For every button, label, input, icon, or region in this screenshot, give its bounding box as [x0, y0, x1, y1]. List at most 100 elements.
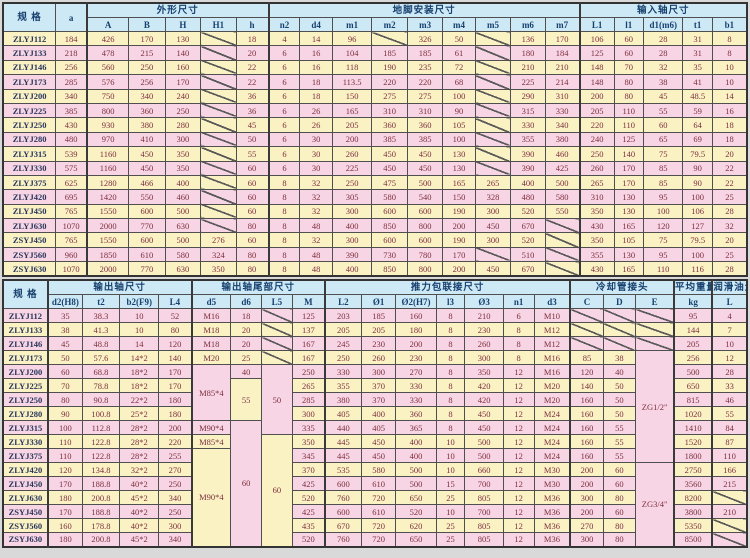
- cell: 560: [86, 59, 130, 76]
- cell: 720: [360, 490, 397, 506]
- cell: 355: [578, 246, 615, 263]
- cell: 600: [323, 476, 362, 492]
- cell: 20: [230, 322, 263, 338]
- table-row: ZLYJ146 256 560 250 160 22 6 16 118 190 235 72 210 21…: [2, 59, 748, 76]
- cell: 290: [510, 88, 546, 104]
- cell: 14: [119, 336, 160, 352]
- cell: 60: [235, 174, 270, 191]
- cell: 300: [331, 232, 373, 248]
- cell: [200, 88, 237, 104]
- cell: 1160: [86, 146, 130, 162]
- cell: 218: [55, 45, 88, 61]
- cell: 36: [235, 88, 270, 104]
- cell: 137: [291, 322, 326, 338]
- cell: M36: [533, 490, 571, 506]
- cell: 20: [711, 232, 748, 248]
- table-row: ZSYJ450 170 188.8 40*2 250 425 600 610 520 10 700 1…: [2, 504, 748, 520]
- cell: 10: [435, 434, 466, 450]
- cell: 360: [406, 117, 444, 133]
- cell: 1420: [86, 189, 130, 205]
- col-header: m3: [406, 17, 444, 32]
- cell: 580: [371, 189, 408, 205]
- col-header: B: [128, 17, 166, 32]
- cell: [261, 322, 293, 338]
- cell: 167: [291, 336, 326, 352]
- cell: 180: [510, 45, 546, 61]
- cell: 450: [360, 448, 397, 464]
- col-header: m7: [544, 17, 581, 32]
- spec-cell: ZLYJ112: [2, 30, 57, 47]
- cell: M10: [533, 308, 571, 324]
- cell: 625: [55, 174, 88, 191]
- col-header: l3: [435, 294, 466, 310]
- cell: 150: [331, 88, 373, 104]
- cell: 165: [331, 102, 373, 119]
- cell: 134.8: [81, 462, 121, 478]
- cell: [200, 74, 237, 90]
- cell: 20: [235, 45, 270, 61]
- cell: 466: [128, 174, 166, 191]
- cell: 170: [613, 174, 644, 191]
- table-row: ZLYJ375 110 122.8 28*2 255 M90*4 345 445 450 400 1…: [2, 448, 748, 548]
- col-header: H1: [200, 17, 237, 32]
- spec-cell: ZLYJ375: [2, 174, 57, 191]
- cell: 610: [360, 476, 397, 492]
- cell: 720: [360, 532, 397, 548]
- table-row: ZLYJ133 218 478 215 140 20 6 16 104 185 185 61 180 18…: [2, 45, 748, 61]
- cell: 600: [406, 203, 444, 220]
- cell: 170: [46, 504, 83, 520]
- cell: 220: [158, 434, 193, 450]
- cell: 25: [435, 532, 466, 548]
- cell: 324: [200, 246, 237, 263]
- spec-cell: ZLYJ173: [2, 74, 57, 90]
- group-header: 推力包联接尺寸: [323, 279, 571, 296]
- cell: 10: [435, 448, 466, 464]
- cell: 25: [711, 189, 748, 205]
- cell: 426: [86, 30, 130, 47]
- cell: [602, 336, 637, 352]
- spec-cell: ZSYJ450: [2, 232, 57, 248]
- cell: 440: [323, 420, 362, 436]
- cell: 300: [158, 518, 193, 534]
- cell: 200: [395, 336, 437, 352]
- cell: 79.5: [682, 146, 713, 162]
- spec-cell: ZLYJ200: [2, 88, 57, 104]
- cell: [200, 45, 237, 61]
- cell: 410: [128, 131, 166, 148]
- cell: 600: [406, 232, 444, 248]
- cell: 450: [464, 406, 504, 422]
- cell: 100: [442, 131, 476, 148]
- cell: 52: [158, 308, 193, 324]
- cell: 310: [578, 189, 615, 205]
- cell: 18: [299, 74, 333, 90]
- cell: 125: [613, 131, 644, 148]
- cell: 104: [331, 45, 373, 61]
- cell: 50: [602, 392, 637, 408]
- cell: 75: [642, 232, 684, 248]
- cell: 500: [164, 203, 202, 220]
- cell: 310: [406, 102, 444, 119]
- cell: 478: [86, 45, 130, 61]
- group-header: 润滑油量: [711, 279, 748, 296]
- cell: 180: [158, 392, 193, 408]
- cell: 220: [578, 117, 615, 133]
- cell: [200, 174, 237, 191]
- cell: M20: [533, 378, 571, 394]
- cell: 8200: [672, 490, 713, 506]
- cell: M36: [533, 504, 571, 520]
- cell: 200: [158, 420, 193, 436]
- cell: 850: [371, 261, 408, 277]
- cell: 106: [578, 30, 615, 47]
- cell: 90: [682, 160, 713, 176]
- cell: [474, 117, 512, 133]
- cell: 90: [46, 406, 83, 422]
- cell: 765: [55, 232, 88, 248]
- dimensions-table-bottom: 规 格输出轴尺寸输出轴尾部尺寸推力包联接尺寸冷却管接头平均重量润滑油量 d2(H8…: [2, 279, 748, 548]
- cell: 130: [613, 189, 644, 205]
- cell: 8: [267, 232, 301, 248]
- cell: 1850: [86, 246, 130, 263]
- cell: 4: [267, 30, 301, 47]
- cell: M30: [533, 462, 571, 478]
- cell: 1550: [86, 203, 130, 220]
- cell: 3800: [672, 504, 713, 520]
